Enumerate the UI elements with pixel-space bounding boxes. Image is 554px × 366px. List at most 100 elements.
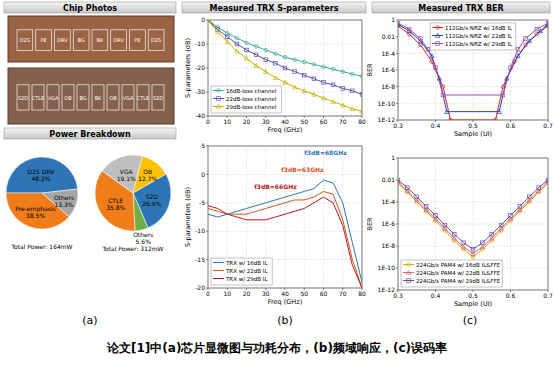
tick-label: 1E-8	[381, 242, 395, 249]
chip-block	[47, 85, 59, 110]
chip-block-label: VGA	[123, 95, 134, 101]
legend-marker	[407, 279, 411, 283]
tick-label: 0.01	[382, 176, 396, 183]
legend-marker	[217, 89, 221, 93]
grid-line	[208, 44, 362, 45]
pie-label: D2S DRV	[28, 168, 56, 175]
point-marker	[331, 99, 335, 103]
axis-label: S-parameters (dB)	[184, 187, 192, 247]
point-marker	[254, 53, 258, 57]
chip-block	[148, 30, 164, 51]
tick-label: 0.6	[506, 122, 516, 129]
point-marker	[461, 245, 465, 249]
tick	[396, 70, 398, 71]
panel-label: (a)	[82, 314, 97, 327]
tick-label: 50	[300, 290, 308, 297]
chart: 10.011E-41E-61E-81E-101E-120.30.40.50.60…	[366, 154, 553, 308]
chip-block	[36, 30, 52, 51]
chip-block	[17, 30, 33, 51]
tick-label: 0.4	[431, 122, 441, 129]
tick	[396, 202, 398, 203]
point-marker	[264, 58, 268, 62]
grid-line	[208, 20, 209, 116]
point-marker	[537, 186, 541, 190]
pie-subtitle: Total Power: 312mW	[101, 245, 163, 252]
tick	[206, 174, 208, 175]
grid-line	[362, 20, 363, 116]
axis-label: S-parameters (dB)	[184, 38, 192, 98]
point-marker	[208, 20, 210, 22]
tick-label: 60	[320, 290, 328, 297]
figure: Chip PhotosPower BreakdownMeasured TRX S…	[0, 0, 554, 366]
tick-label: 1E-4	[381, 198, 395, 205]
tick	[396, 36, 398, 37]
series-line	[398, 23, 548, 95]
legend-marker	[435, 33, 439, 37]
tick	[396, 103, 398, 104]
grid-line	[208, 146, 209, 288]
chip-block-label: BK	[97, 37, 104, 43]
pie	[6, 157, 78, 229]
point-marker	[312, 77, 316, 81]
pie-value-label: 13.3%	[54, 201, 73, 208]
point-marker	[480, 245, 484, 249]
point-marker	[546, 22, 548, 26]
series-line	[208, 191, 362, 288]
point-marker	[494, 118, 498, 120]
tick-label: 1E-8	[381, 83, 395, 90]
point-marker	[331, 83, 335, 87]
point-marker	[274, 61, 278, 65]
tick-label: 80	[358, 118, 366, 125]
pie-label: OB	[143, 168, 152, 175]
point-marker	[490, 236, 494, 240]
axis-label: Sample (UI)	[454, 300, 492, 308]
point-marker	[471, 248, 475, 252]
pie-value-label: 19.1%	[117, 175, 136, 182]
chart: 50-5-10-15-2001020304050607080Freq (GHz)…	[184, 142, 366, 306]
series-line	[398, 24, 548, 111]
grid-line	[362, 146, 363, 288]
point-marker	[499, 223, 503, 227]
tick-label: 70	[339, 290, 347, 297]
point-marker	[341, 103, 345, 107]
point-marker	[501, 93, 505, 97]
grid-line	[510, 158, 511, 290]
legend: 16dB-loss channel22dB-loss channel29dB-l…	[211, 86, 281, 113]
point-marker	[321, 96, 325, 100]
chip-block-label: OB	[64, 95, 72, 101]
legend-label: 112Gb/s NRZ w/ 29dB IL	[445, 41, 513, 47]
tick-label: 50	[300, 118, 308, 125]
point-marker	[546, 178, 548, 182]
point-marker	[434, 214, 438, 218]
tick-label: 1E-4	[381, 50, 395, 57]
tick-label: 0.3	[393, 122, 403, 129]
pie-label: Others	[54, 194, 74, 201]
legend-label: 112Gb/s NRZ w/ 22dB IL	[445, 33, 513, 39]
tick-label: 10	[223, 290, 231, 297]
point-marker	[302, 60, 306, 64]
pie-label: S2D	[146, 193, 159, 200]
chip-block-label: OB	[109, 95, 117, 101]
axis-label: Sample (UI)	[454, 130, 492, 138]
axis-label: BER	[366, 63, 374, 77]
series-line	[398, 180, 548, 249]
legend-swatch	[403, 280, 414, 281]
point-marker	[509, 214, 513, 218]
pie-label: CTLE	[108, 197, 123, 204]
tick	[396, 53, 398, 54]
chip-block-label: S2D	[153, 95, 163, 101]
plot-frame	[208, 20, 362, 116]
legend-label: 29dB-loss channel	[226, 104, 277, 110]
tick-label: 1	[391, 16, 395, 23]
tick-label: 0.7	[543, 292, 553, 299]
chip-block	[32, 85, 44, 110]
point-marker	[292, 85, 296, 89]
point-marker	[524, 37, 528, 41]
legend: TRX w/ 16dB ILTRX w/ 22dB ILTRX w/ 29dB …	[211, 258, 272, 285]
pie-value-label: 12.7%	[138, 175, 157, 182]
point-marker	[518, 205, 522, 209]
chip-block	[92, 30, 108, 51]
tick	[396, 158, 398, 159]
legend-label: TRX w/ 16dB IL	[225, 260, 268, 266]
tick-label: -5	[199, 199, 205, 206]
